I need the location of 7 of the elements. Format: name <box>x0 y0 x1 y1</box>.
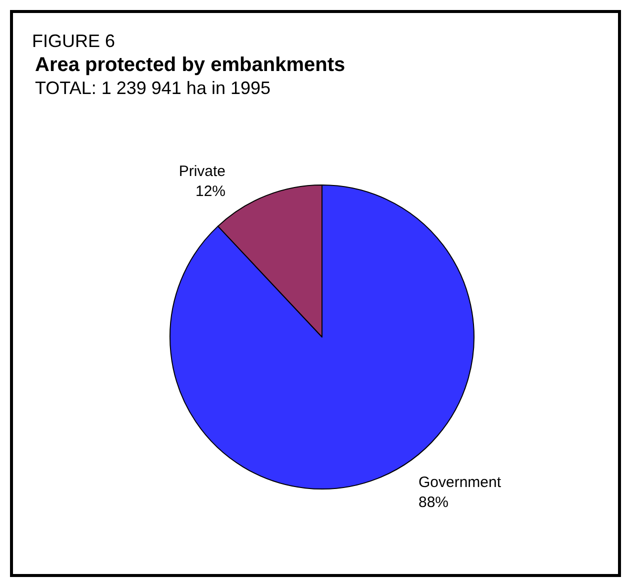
slice-label: Government <box>418 474 502 491</box>
chart-title: Area protected by embankments <box>35 54 346 76</box>
chart-subtitle: TOTAL: 1 239 941 ha in 1995 <box>35 78 271 98</box>
data-label: 12% <box>195 183 226 200</box>
data-label: 88% <box>418 494 449 511</box>
slice-label: Private <box>178 163 226 180</box>
caption: FIGURE 6 <box>32 31 116 51</box>
